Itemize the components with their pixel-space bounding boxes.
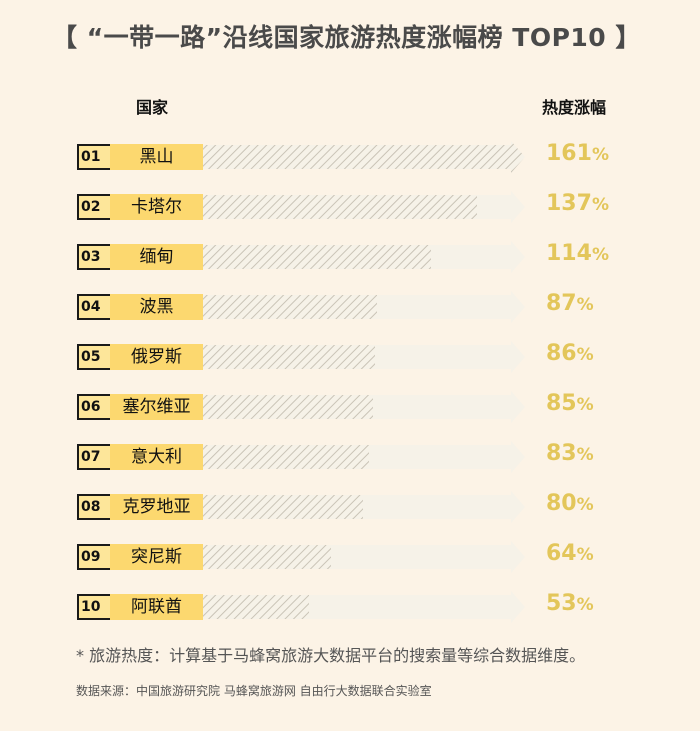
rank-number: 07	[77, 444, 112, 470]
percent-label: 137%	[546, 191, 609, 216]
country-label: 卡塔尔	[110, 194, 203, 220]
chart-row: 10 阿联酋 53%	[0, 590, 700, 623]
country-label: 塞尔维亚	[110, 394, 203, 420]
percent-label: 86%	[546, 341, 594, 366]
chart-row: 03 缅甸 114%	[0, 240, 700, 273]
rank-number: 06	[77, 394, 112, 420]
percent-unit: %	[576, 545, 594, 565]
country-label: 缅甸	[110, 244, 203, 270]
bar-value	[203, 345, 375, 369]
footnote: * 旅游热度：计算基于马蜂窝旅游大数据平台的搜索量等综合数据维度。	[76, 646, 586, 665]
country-label: 俄罗斯	[110, 344, 203, 370]
chart-row: 07 意大利 83%	[0, 440, 700, 473]
bar-track	[203, 491, 525, 523]
percent-unit: %	[576, 595, 594, 615]
chart-row: 06 塞尔维亚 85%	[0, 390, 700, 423]
chart-row: 04 波黑 87%	[0, 290, 700, 323]
percent-unit: %	[576, 445, 594, 465]
bar-value	[203, 245, 431, 269]
rank-number: 08	[77, 494, 112, 520]
bar-track	[203, 241, 525, 273]
percent-value: 80	[546, 491, 577, 516]
bar-track	[203, 141, 525, 173]
country-label: 克罗地亚	[110, 494, 203, 520]
rank-number: 02	[77, 194, 112, 220]
bar-value	[203, 445, 369, 469]
percent-label: 80%	[546, 491, 594, 516]
percent-unit: %	[591, 195, 609, 215]
percent-label: 83%	[546, 441, 594, 466]
percent-value: 86	[546, 341, 577, 366]
percent-unit: %	[576, 495, 594, 515]
chart-row: 02 卡塔尔 137%	[0, 190, 700, 223]
percent-unit: %	[576, 295, 594, 315]
bar-track	[203, 541, 525, 573]
bar-track	[203, 291, 525, 323]
percent-label: 87%	[546, 291, 594, 316]
column-header-heat: 热度涨幅	[542, 98, 607, 117]
percent-label: 53%	[546, 591, 594, 616]
percent-value: 114	[546, 241, 592, 266]
bar-value	[203, 295, 377, 319]
percent-unit: %	[591, 145, 609, 165]
rank-number: 04	[77, 294, 112, 320]
percent-value: 87	[546, 291, 577, 316]
rank-number: 01	[77, 144, 112, 170]
country-label: 意大利	[110, 444, 203, 470]
bar-value	[203, 141, 525, 173]
bar-track	[203, 341, 525, 373]
percent-value: 137	[546, 191, 592, 216]
percent-label: 161%	[546, 141, 609, 166]
bar-value	[203, 595, 309, 619]
bar-value	[203, 495, 363, 519]
percent-label: 64%	[546, 541, 594, 566]
country-label: 阿联酋	[110, 594, 203, 620]
percent-unit: %	[576, 395, 594, 415]
percent-value: 64	[546, 541, 577, 566]
chart-title: 【 “一带一路”沿线国家旅游热度涨幅榜 TOP10 】	[52, 23, 641, 52]
bar-track	[203, 441, 525, 473]
bar-value	[203, 195, 477, 219]
chart-row: 05 俄罗斯 86%	[0, 340, 700, 373]
chart-row: 01 黑山 161%	[0, 140, 700, 173]
rank-number: 05	[77, 344, 112, 370]
country-label: 黑山	[110, 144, 203, 170]
chart-row: 09 突尼斯 64%	[0, 540, 700, 573]
country-label: 波黑	[110, 294, 203, 320]
column-header-country: 国家	[136, 98, 169, 117]
chart-row: 08 克罗地亚 80%	[0, 490, 700, 523]
rank-number: 09	[77, 544, 112, 570]
data-source: 数据来源：中国旅游研究院 马蜂窝旅游网 自由行大数据联合实验室	[76, 684, 432, 698]
bar-value	[203, 545, 331, 569]
bar-track	[203, 191, 525, 223]
bar-value	[203, 395, 373, 419]
percent-value: 161	[546, 141, 592, 166]
bar-track	[203, 391, 525, 423]
percent-unit: %	[591, 245, 609, 265]
percent-unit: %	[576, 345, 594, 365]
percent-label: 85%	[546, 391, 594, 416]
bar-track	[203, 591, 525, 623]
percent-value: 53	[546, 591, 577, 616]
rank-number: 10	[77, 594, 112, 620]
percent-label: 114%	[546, 241, 609, 266]
percent-value: 83	[546, 441, 577, 466]
rank-number: 03	[77, 244, 112, 270]
country-label: 突尼斯	[110, 544, 203, 570]
percent-value: 85	[546, 391, 577, 416]
